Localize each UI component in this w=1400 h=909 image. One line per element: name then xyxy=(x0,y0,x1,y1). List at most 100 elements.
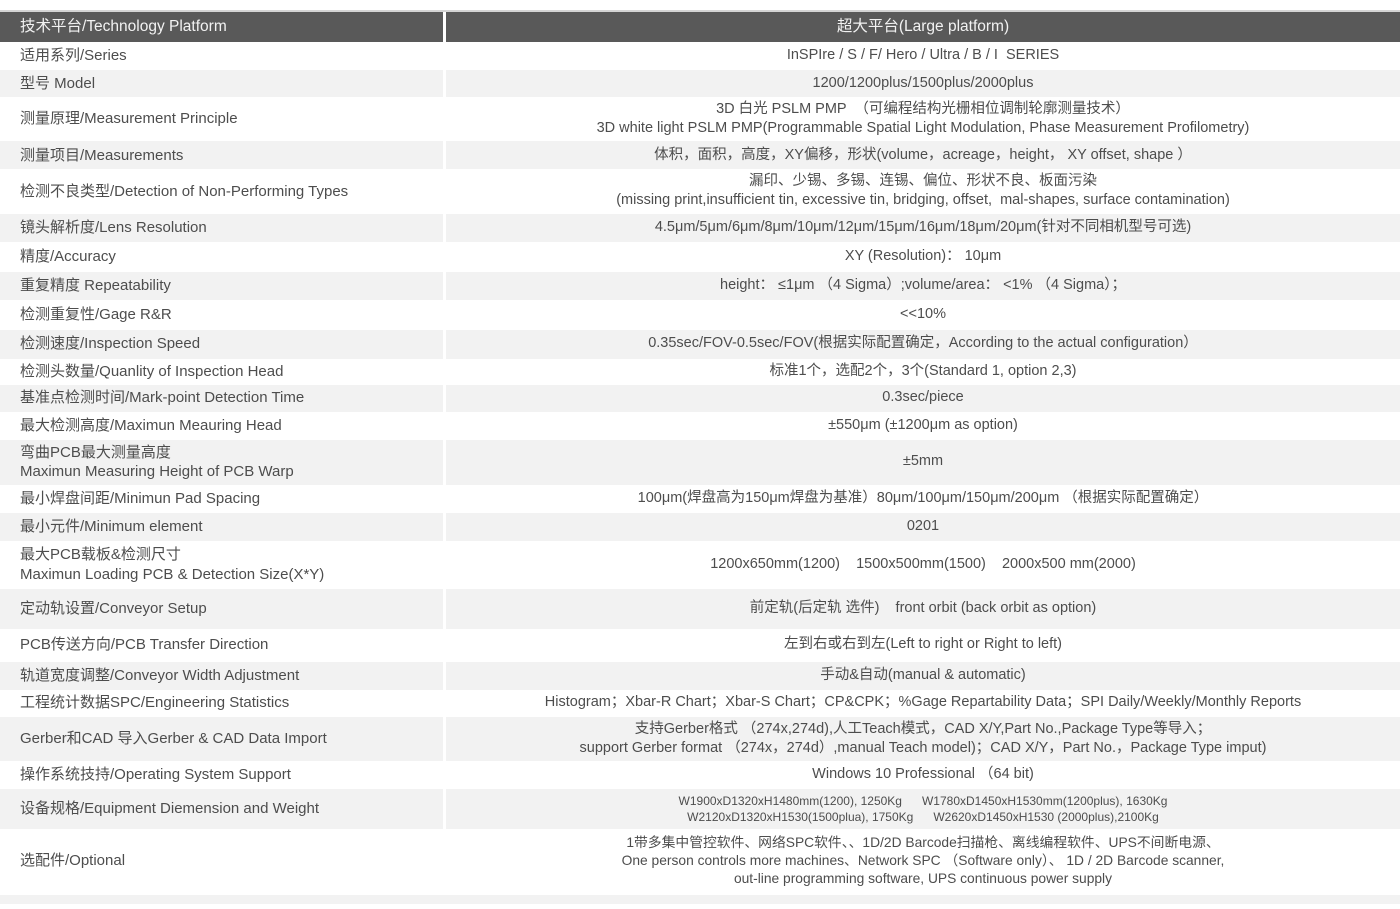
row-value-text: height： ≤1μm （4 Sigma）;volume/area： <1% … xyxy=(720,276,1126,293)
row-value-text: 4.5μm/5μm/6μm/8μm/10μm/12μm/15μm/16μm/18… xyxy=(654,218,1192,235)
table-row-defect-types: 检测不良类型/Detection of Non-Performing Types… xyxy=(0,169,1400,213)
row-value-text: <<10% xyxy=(900,305,946,322)
row-value-line: One person controls more machines、Networ… xyxy=(621,852,1225,868)
row-value: 漏印、少锡、多锡、连锡、偏位、形状不良、板面污染 (missing print,… xyxy=(446,169,1400,213)
row-value: 1200/1200plus/1500plus/2000plus xyxy=(446,70,1400,97)
row-value-text: 前定轨(后定轨 选件) front orbit (back orbit as o… xyxy=(749,599,1097,616)
row-label: 选配件/Optional xyxy=(0,829,443,893)
table-row-width-adjustment: 轨道宽度调整/Conveyor Width Adjustment 手动&自动(m… xyxy=(0,661,1400,690)
row-label-line: 最大PCB载板&检测尺寸 xyxy=(20,546,181,563)
row-label: 适用系列/Series xyxy=(0,42,443,70)
row-value: 0201 xyxy=(446,512,1400,541)
row-value: 100μm(焊盘高为150μm焊盘为基准）80μm/100μm/150μm/20… xyxy=(446,485,1400,513)
row-value-line: out-line programming software, UPS conti… xyxy=(733,870,1113,886)
row-value: Windows 10 Professional （64 bit) xyxy=(446,761,1400,789)
table-row-pad-spacing: 最小焊盘间距/Minimun Pad Spacing 100μm(焊盘高为150… xyxy=(0,485,1400,513)
row-label-text: 适用系列/Series xyxy=(20,47,127,65)
row-label-text: 最小焊盘间距/Minimun Pad Spacing xyxy=(20,489,261,507)
spec-table: 技术平台/Technology Platform 超大平台(Large plat… xyxy=(0,10,1400,904)
table-row-measurements: 测量项目/Measurements 体积，面积，高度，XY偏移，形状(volum… xyxy=(0,141,1400,170)
row-value: 前定轨(后定轨 选件) front orbit (back orbit as o… xyxy=(446,588,1400,629)
table-row-repeatability: 重复精度 Repeatability height： ≤1μm （4 Sigma… xyxy=(0,271,1400,300)
row-label: 检测不良类型/Detection of Non-Performing Types xyxy=(0,169,443,213)
row-value-text: InSPIre / S / F/ Hero / Ultra / B / I SE… xyxy=(786,47,1060,64)
row-value: ±550μm (±1200μm as option) xyxy=(446,412,1400,440)
row-value-line: W1900xD1320xH1480mm(1200), 1250Kg W1780x… xyxy=(678,793,1168,808)
row-label: 弯曲PCB最大测量高度 Maximun Measuring Height of … xyxy=(0,439,443,485)
row-value: Histogram；Xbar-R Chart；Xbar-S Chart；CP&C… xyxy=(446,690,1400,717)
row-value: 3D 白光 PSLM PMP （可编程结构光栅相位调制轮廓测量技术） 3D wh… xyxy=(446,97,1400,141)
row-label-line: 弯曲PCB最大测量高度 xyxy=(20,443,171,461)
row-label-text: 型号 Model xyxy=(20,74,96,92)
row-label: 重复精度 Repeatability xyxy=(0,271,443,300)
row-value-text: XY (Resolution)： 10μm xyxy=(844,247,1002,264)
row-label: 镜头解析度/Lens Resolution xyxy=(0,213,443,242)
row-value-text: 100μm(焊盘高为150μm焊盘为基准）80μm/100μm/150μm/20… xyxy=(637,489,1209,506)
row-value: 支持Gerber格式 （274x,274d),人工Teach模式，CAD X/Y… xyxy=(446,716,1400,761)
row-value: InSPIre / S / F/ Hero / Ultra / B / I SE… xyxy=(446,42,1400,70)
row-value-text: 0.35sec/FOV-0.5sec/FOV(根据实际配置确定，Accordin… xyxy=(648,335,1198,352)
table-header-row: 技术平台/Technology Platform 超大平台(Large plat… xyxy=(0,12,1400,42)
table-row-pcb-warp: 弯曲PCB最大测量高度 Maximun Measuring Height of … xyxy=(0,439,1400,485)
row-value-line: 3D white light PSLM PMP(Programmable Spa… xyxy=(596,120,1250,137)
table-row-series: 适用系列/Series InSPIre / S / F/ Hero / Ultr… xyxy=(0,42,1400,70)
row-label: 测量项目/Measurements xyxy=(0,141,443,170)
row-value: 手动&自动(manual & automatic) xyxy=(446,661,1400,690)
row-label-text: 测量项目/Measurements xyxy=(20,146,184,164)
row-value: 左到右或右到左(Left to right or Right to left) xyxy=(446,629,1400,662)
table-row-max-pcb-size: 最大PCB载板&检测尺寸 Maximun Loading PCB & Detec… xyxy=(0,541,1400,589)
row-value: XY (Resolution)： 10μm xyxy=(446,242,1400,272)
table-row-measurement-principle: 测量原理/Measurement Principle 3D 白光 PSLM PM… xyxy=(0,97,1400,141)
row-value-text: ±5mm xyxy=(902,453,944,470)
table-row-markpoint-time: 基准点检测时间/Mark-point Detection Time 0.3sec… xyxy=(0,384,1400,412)
row-value-text: 0201 xyxy=(906,517,940,534)
row-value-line: 漏印、少锡、多锡、连锡、偏位、形状不良、板面污染 xyxy=(749,173,1097,190)
row-value-text: 0.3sec/piece xyxy=(882,389,964,406)
table-row-optional: 选配件/Optional 1带多集中管控软件、网络SPC软件、、1D/2D Ba… xyxy=(0,829,1400,893)
row-value: 4.5μm/5μm/6μm/8μm/10μm/12μm/15μm/16μm/18… xyxy=(446,213,1400,242)
row-value-text: Histogram；Xbar-R Chart；Xbar-S Chart；CP&C… xyxy=(544,694,1302,711)
table-row-lens-resolution: 镜头解析度/Lens Resolution 4.5μm/5μm/6μm/8μm/… xyxy=(0,213,1400,242)
row-label: 最大PCB载板&检测尺寸 Maximun Loading PCB & Detec… xyxy=(0,541,443,589)
row-value-text: 体积，面积，高度，XY偏移，形状(volume，acreage，height， … xyxy=(654,146,1192,163)
row-label-text: 基准点检测时间/Mark-point Detection Time xyxy=(20,389,305,407)
row-label: Gerber和CAD 导入Gerber & CAD Data Import xyxy=(0,716,443,761)
row-label-text: 精度/Accuracy xyxy=(20,247,116,265)
row-label-text: 设备规格/Equipment Diemension and Weight xyxy=(20,800,320,817)
row-value-line: 支持Gerber格式 （274x,274d),人工Teach模式，CAD X/Y… xyxy=(634,720,1212,737)
table-row-inspection-speed: 检测速度/Inspection Speed 0.35sec/FOV-0.5sec… xyxy=(0,329,1400,359)
row-label-text: 操作系统技持/Operating System Support xyxy=(20,766,291,783)
row-label-line: Maximun Measuring Height of PCB Warp xyxy=(20,463,294,480)
row-label: 操作系统技持/Operating System Support xyxy=(0,761,443,789)
table-row-conveyor-setup: 定动轨设置/Conveyor Setup 前定轨(后定轨 选件) front o… xyxy=(0,588,1400,629)
row-label: 精度/Accuracy xyxy=(0,242,443,272)
row-label: 最小焊盘间距/Minimun Pad Spacing xyxy=(0,485,443,513)
table-row-equipment-dimension: 设备规格/Equipment Diemension and Weight W19… xyxy=(0,788,1400,829)
row-value: 体积，面积，高度，XY偏移，形状(volume，acreage，height， … xyxy=(446,141,1400,170)
row-label: PCB传送方向/PCB Transfer Direction xyxy=(0,629,443,662)
row-label: 最小元件/Minimum element xyxy=(0,512,443,541)
row-label: 检测头数量/Quanlity of Inspection Head xyxy=(0,359,443,385)
header-left-cell: 技术平台/Technology Platform xyxy=(0,12,443,42)
table-row-gage-rr: 检测重复性/Gage R&R <<10% xyxy=(0,300,1400,330)
table-row-model: 型号 Model 1200/1200plus/1500plus/2000plus xyxy=(0,70,1400,97)
row-label-text: 最大检测高度/Maximun Meauring Head xyxy=(20,416,282,434)
table-row-inspection-heads: 检测头数量/Quanlity of Inspection Head 标准1个，选… xyxy=(0,359,1400,385)
row-label-text: 测量原理/Measurement Principle xyxy=(20,110,238,128)
row-value-text: 左到右或右到左(Left to right or Right to left) xyxy=(784,636,1062,653)
table-row-gerber-cad-import: Gerber和CAD 导入Gerber & CAD Data Import 支持… xyxy=(0,716,1400,761)
row-value: height： ≤1μm （4 Sigma）;volume/area： <1% … xyxy=(446,271,1400,300)
table-row-min-element: 最小元件/Minimum element 0201 xyxy=(0,512,1400,541)
row-label-text: 最小元件/Minimum element xyxy=(20,517,203,535)
row-value-line: W2120xD1320xH1530(1500plua), 1750Kg W262… xyxy=(687,809,1159,824)
row-value-line: (missing print,insufficient tin, excessi… xyxy=(616,192,1230,209)
row-value: 标准1个，选配2个，3个(Standard 1, option 2,3) xyxy=(446,359,1400,385)
row-value-text: 标准1个，选配2个，3个(Standard 1, option 2,3) xyxy=(769,362,1077,379)
row-label-text: 轨道宽度调整/Conveyor Width Adjustment xyxy=(20,666,300,684)
row-value: 0.35sec/FOV-0.5sec/FOV(根据实际配置确定，Accordin… xyxy=(446,329,1400,359)
row-label-line: Maximun Loading PCB & Detection Size(X*Y… xyxy=(20,565,325,583)
row-value-line: support Gerber format （274x，274d）,manual… xyxy=(579,739,1267,756)
row-label-text: 选配件/Optional xyxy=(20,852,126,869)
row-label-text: PCB传送方向/PCB Transfer Direction xyxy=(20,636,269,654)
table-row-transfer-direction: PCB传送方向/PCB Transfer Direction 左到右或右到左(L… xyxy=(0,629,1400,662)
